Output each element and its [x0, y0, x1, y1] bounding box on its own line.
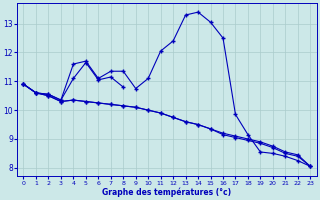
X-axis label: Graphe des températures (°c): Graphe des températures (°c) [102, 187, 231, 197]
